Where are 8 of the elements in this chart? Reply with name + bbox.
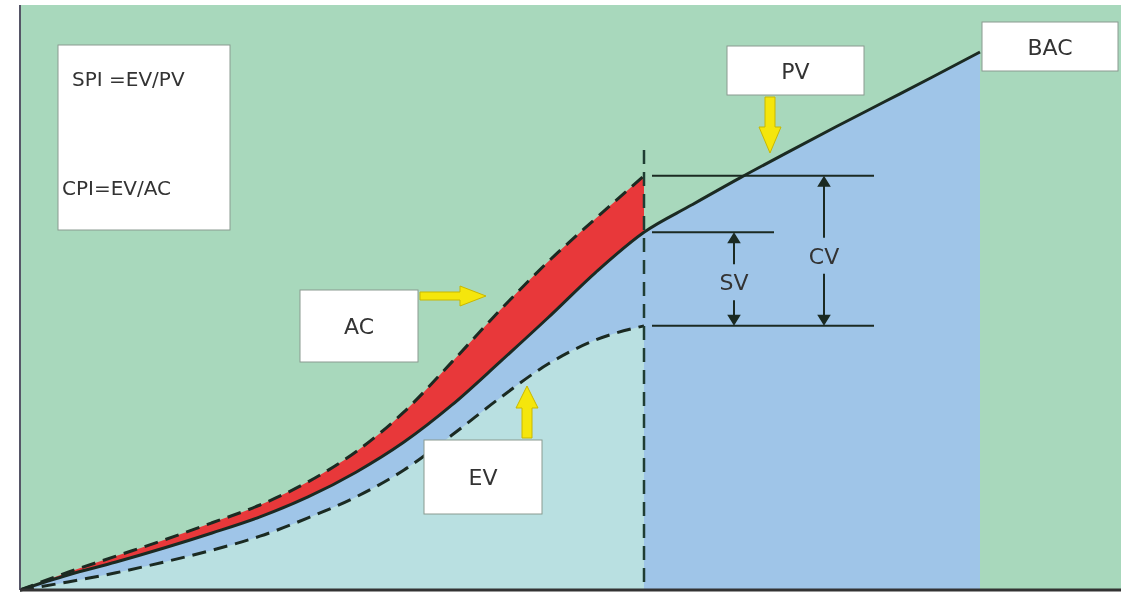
annotation: SPI =EV/PV bbox=[72, 67, 185, 91]
text: BAC bbox=[1027, 34, 1073, 60]
annotation: CV bbox=[808, 243, 840, 269]
annotation: PV bbox=[781, 58, 810, 84]
annotation: EV bbox=[468, 465, 498, 490]
annotation: AC bbox=[343, 314, 375, 339]
annotation: CPI=EV/AC bbox=[62, 176, 172, 200]
annotation: SV bbox=[719, 270, 749, 296]
